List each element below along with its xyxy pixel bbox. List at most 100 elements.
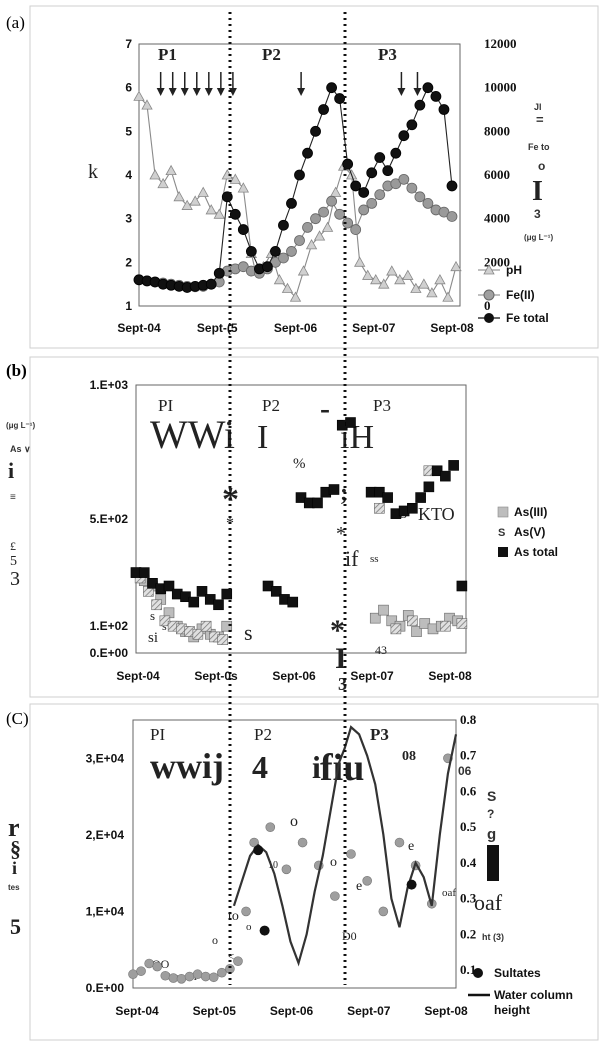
- panel-b-series: [130, 417, 468, 645]
- ph-point: [297, 265, 310, 276]
- panel-b-left-axis-ticks: 1.E+03 5.E+02 1.E+02 0.E+00: [90, 378, 129, 660]
- as-point-as-total: [415, 492, 426, 503]
- b-ylab-4: ≡: [10, 492, 16, 503]
- as-point-as-total: [440, 470, 451, 482]
- sulfate-point-dark: [253, 845, 264, 856]
- fe2-point: [406, 182, 418, 194]
- legend-fe2-marker: [483, 289, 495, 301]
- fe-total-point: [414, 99, 426, 111]
- fe-total-point: [334, 93, 346, 104]
- c-ylab-2: i: [12, 858, 17, 878]
- fe-total-point: [278, 219, 289, 231]
- sulfate-point: [233, 956, 243, 967]
- as-point-as-total: [423, 481, 435, 493]
- panel-a-right-axis-ticks: 12000 10000 8000 6000 4000 2000 0: [484, 36, 517, 313]
- panel-c-y-left-label: r § i tes 5: [8, 813, 21, 939]
- x-tick-label: Sept-0s: [194, 669, 238, 683]
- as-point-as-v-: [374, 502, 385, 514]
- fe-total-point: [237, 224, 249, 235]
- sulfate-point: [160, 970, 171, 981]
- y-tick-label: 1.E+02: [90, 619, 129, 633]
- y-tick-label: 4000: [484, 211, 510, 226]
- ph-point: [329, 186, 342, 197]
- as-point-as-v-: [159, 615, 171, 627]
- as-point-as-total: [204, 594, 216, 605]
- y-tick-label: 2,E+04: [86, 828, 125, 842]
- c-yrlab-0: S: [487, 788, 496, 804]
- y-tick-label: 6000: [484, 167, 510, 182]
- panel-a-legend: pH Fe(II) Fe total: [478, 263, 549, 325]
- b-glyph-4: %: [293, 456, 306, 472]
- fe2-point: [278, 252, 289, 264]
- panel-a-label: (a): [6, 13, 25, 32]
- y-tick-label: 1.E+03: [90, 378, 129, 392]
- c-yrlab-1: ?: [487, 807, 494, 821]
- legend-as3-marker: [497, 506, 509, 518]
- b-ylab-2: £: [10, 539, 16, 553]
- as-point-as-iii-: [419, 618, 431, 629]
- legend-astot: As total: [514, 545, 558, 559]
- panel-b: (b) 1.E+035.E+021.E+020.E+00 Sept-04 Sept…: [6, 356, 599, 698]
- c-glyph-8: o: [330, 855, 337, 870]
- ph-point: [394, 273, 406, 285]
- sulfate-point: [241, 906, 251, 917]
- b-glyph-2: -: [320, 392, 330, 425]
- x-tick-label: Sept-04: [115, 1004, 159, 1018]
- fe-total-point: [446, 180, 458, 192]
- y-tick-label: 12000: [484, 36, 517, 51]
- ph-point: [197, 186, 209, 197]
- c-glyph-6: o: [290, 813, 298, 830]
- fe-total-point: [294, 169, 305, 181]
- sulfate-point: [346, 849, 356, 859]
- as-point-as-v-: [200, 620, 212, 632]
- b-glyph-18: I: [335, 642, 347, 675]
- b-glyph-13: s: [150, 608, 155, 623]
- sulfate-point: [394, 837, 405, 848]
- arrow-head: [180, 88, 189, 96]
- c-glyph-12: o: [246, 921, 252, 933]
- fe-total-point: [406, 119, 418, 131]
- c-yrlab-3: oaf: [474, 890, 503, 915]
- ph-point: [321, 221, 334, 232]
- panel-a-series: [133, 82, 462, 302]
- y-tick-label: 0.2: [460, 926, 476, 941]
- fe-total-point: [358, 187, 370, 198]
- as-point-as-total: [312, 497, 323, 509]
- period-c-p2: P2: [254, 725, 272, 744]
- y-tick-label: 4: [125, 168, 132, 182]
- x-tick-label: Sept-(5: [197, 321, 238, 335]
- b-glyph-20: 43: [375, 643, 387, 657]
- period-p3: P3: [378, 45, 397, 64]
- fe2-point: [422, 197, 434, 209]
- x-tick-label: Sept-06: [270, 1004, 314, 1018]
- fe2-point: [398, 173, 410, 185]
- b-ylab-1: 5: [10, 554, 17, 569]
- fe-total-point: [422, 82, 434, 94]
- as-point-as-total: [328, 484, 340, 495]
- fe2-point: [326, 195, 338, 207]
- sulfate-point-dark: [259, 925, 270, 936]
- y-tick-label: 0.E+00: [90, 646, 129, 660]
- as-point-as-v-: [390, 623, 402, 635]
- x-tick-label: Sept-05: [193, 1004, 237, 1018]
- arrow-head: [204, 88, 213, 96]
- as-point-as-total: [431, 465, 443, 477]
- c-glyph-9: e: [356, 879, 362, 894]
- ph-point: [434, 273, 446, 285]
- panel-b-frame: [29, 356, 599, 698]
- fe-total-point: [390, 147, 402, 159]
- y-right-frag-2: Fe to: [528, 142, 550, 152]
- as-point-as-total: [163, 580, 175, 592]
- y-tick-label: 7: [125, 37, 132, 51]
- sulfate-point: [265, 822, 276, 833]
- ph-point: [229, 173, 241, 184]
- fe2-point: [374, 189, 386, 201]
- period-b-p1: PI: [158, 396, 173, 415]
- x-tick-label: Sept-08: [424, 1004, 468, 1018]
- as-point-as-total: [270, 586, 282, 597]
- panel-b-plot-area: [135, 384, 467, 654]
- y-tick-label: 0: [484, 298, 491, 313]
- legend-as5: As(V): [514, 525, 545, 539]
- arrow-head: [297, 88, 306, 96]
- x-tick-label: Sept-07: [352, 321, 396, 335]
